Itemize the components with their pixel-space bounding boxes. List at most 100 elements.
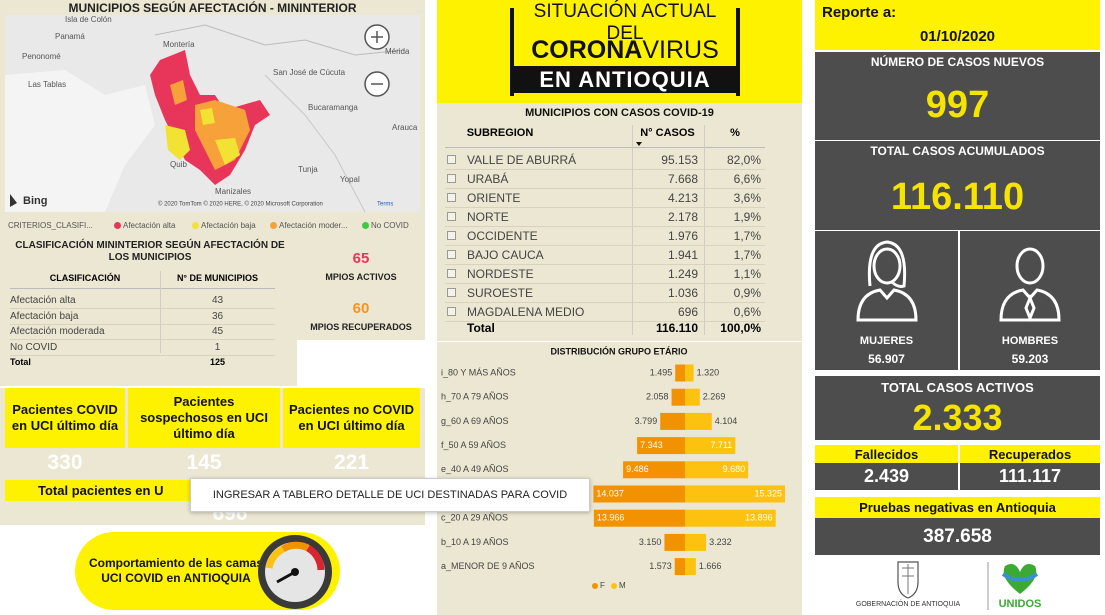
report-bg bbox=[815, 0, 1100, 50]
header-word: CORONA bbox=[531, 35, 643, 64]
column-divider bbox=[632, 125, 633, 335]
subregion-name: OCCIDENTE bbox=[467, 228, 538, 243]
subregion-cases: 7.668 bbox=[667, 171, 698, 186]
legend-swatch bbox=[270, 222, 277, 229]
border-line bbox=[154, 24, 406, 56]
value-label: 4.104 bbox=[715, 416, 738, 426]
report-date: 01/10/2020 bbox=[919, 27, 996, 45]
municipality-label: MPIOS RECUPERADOS bbox=[310, 322, 412, 332]
kpi-label: MUJERES bbox=[859, 334, 914, 347]
row-divider bbox=[10, 308, 275, 309]
subregion-panel-bg bbox=[437, 103, 802, 341]
subregion-header: SUBREGION bbox=[466, 127, 534, 139]
bar bbox=[685, 558, 696, 576]
legend-label: F bbox=[600, 581, 605, 590]
region-low bbox=[215, 138, 240, 165]
category-label: c_20 A 29 AÑOS bbox=[441, 513, 508, 523]
place-label: Tunja bbox=[298, 165, 318, 174]
expand-icon[interactable] bbox=[447, 174, 456, 183]
bar bbox=[685, 364, 694, 382]
uci-card-title: Pacientes sospechosos en UCI último día bbox=[140, 394, 268, 441]
expand-icon[interactable] bbox=[447, 307, 456, 316]
expand-icon[interactable] bbox=[447, 269, 456, 278]
expand-icon[interactable] bbox=[447, 231, 456, 240]
kpi-header-bg bbox=[815, 445, 958, 463]
icon-body bbox=[855, 288, 918, 322]
icon-hair bbox=[867, 240, 906, 288]
button-label[interactable]: Comportamiento de las camas UCI COVID en… bbox=[88, 556, 264, 585]
subregion-cases: 1.249 bbox=[667, 266, 698, 281]
kpi-header-bg bbox=[815, 497, 1100, 518]
row-divider bbox=[445, 302, 765, 303]
subregion-pct: 3,6% bbox=[733, 190, 761, 205]
row-divider bbox=[10, 339, 275, 340]
subregion-title: MUNICIPIOS CON CASOS COVID-19 bbox=[525, 107, 714, 119]
subregion-header: N° CASOS bbox=[640, 127, 695, 139]
kpi-label: Fallecidos bbox=[854, 446, 919, 462]
subregion-name: SUROESTE bbox=[467, 285, 534, 300]
value-label: 1.573 bbox=[649, 561, 672, 571]
sea bbox=[5, 70, 155, 212]
subregion-name: NORDESTE bbox=[467, 266, 534, 281]
kpi-value: 56.907 bbox=[868, 352, 905, 366]
expand-icon[interactable] bbox=[447, 193, 456, 202]
sort-indicator bbox=[636, 142, 642, 146]
table-cell: 43 bbox=[211, 295, 224, 306]
legend-label: No COVID bbox=[371, 220, 409, 230]
region-low bbox=[165, 125, 190, 160]
expand-icon[interactable] bbox=[447, 155, 456, 164]
table-divider bbox=[10, 288, 275, 289]
chart-title: DISTRIBUCIÓN GRUPO ETÁRIO bbox=[550, 345, 687, 356]
logos: GOBERNACIÓN DE ANTIOQUIA UNIDOS bbox=[856, 561, 1041, 610]
value-label: 15.325 bbox=[754, 488, 782, 498]
legend-swatch bbox=[362, 222, 369, 229]
category-label: b_10 A 19 AÑOS bbox=[441, 537, 509, 547]
legend-swatch bbox=[114, 222, 121, 229]
table-cell: Afectación moderada bbox=[10, 326, 105, 337]
kpi-label: HOMBRES bbox=[1001, 334, 1059, 347]
legend-label: Afectación baja bbox=[201, 220, 256, 230]
subregion-name: ORIENTE bbox=[467, 190, 521, 205]
region-low bbox=[200, 108, 215, 125]
woman-icon bbox=[855, 240, 918, 322]
bar bbox=[685, 412, 712, 430]
bar bbox=[593, 485, 685, 503]
icon-head bbox=[1015, 247, 1045, 285]
subregion-cases: 4.213 bbox=[667, 190, 698, 205]
legend-label: Afectación moder... bbox=[279, 220, 348, 230]
category-label: f_50 A 59 AÑOS bbox=[441, 440, 506, 450]
table-cell: 36 bbox=[211, 310, 224, 322]
bar bbox=[671, 388, 685, 406]
subregion-cases: 95.153 bbox=[661, 152, 698, 167]
value-label: 1.666 bbox=[699, 561, 722, 571]
expand-icon[interactable] bbox=[447, 250, 456, 259]
place-label: Las Tablas bbox=[28, 80, 66, 89]
row-divider bbox=[10, 354, 275, 356]
subregion-pct: 0,9% bbox=[733, 285, 761, 300]
table-cell: Afectación baja bbox=[10, 310, 79, 322]
value-label: 3.799 bbox=[635, 416, 658, 426]
unidos-wave bbox=[1001, 572, 1039, 582]
header-line2: CORONA VIRUS bbox=[514, 36, 736, 64]
expand-icon[interactable] bbox=[447, 288, 456, 297]
icon-head bbox=[872, 247, 901, 285]
place-label: San José de Cúcuta bbox=[273, 68, 346, 77]
value-label: 9.680 bbox=[723, 464, 746, 474]
category-label: e_40 A 49 AÑOS bbox=[441, 464, 509, 474]
icon-tie bbox=[1024, 293, 1036, 323]
bar bbox=[685, 388, 700, 406]
table-panel-bg bbox=[0, 340, 297, 386]
kpi-label: Recuperados bbox=[988, 446, 1072, 462]
value-label: 9.486 bbox=[626, 464, 649, 474]
row-divider bbox=[445, 207, 765, 208]
legend-marker bbox=[611, 583, 617, 589]
tooltip: INGRESAR A TABLERO DETALLE DE UCI DESTIN… bbox=[190, 478, 590, 512]
subregion-pct: 6,6% bbox=[733, 171, 761, 186]
expand-icon[interactable] bbox=[447, 212, 456, 221]
value-label: 1.495 bbox=[650, 367, 673, 377]
map-terms[interactable]: Terms bbox=[377, 202, 393, 208]
header-line3: EN ANTIOQUIA bbox=[514, 66, 736, 93]
table-header: N° DE MUNICIPIOS bbox=[176, 273, 259, 283]
bar bbox=[674, 558, 685, 576]
